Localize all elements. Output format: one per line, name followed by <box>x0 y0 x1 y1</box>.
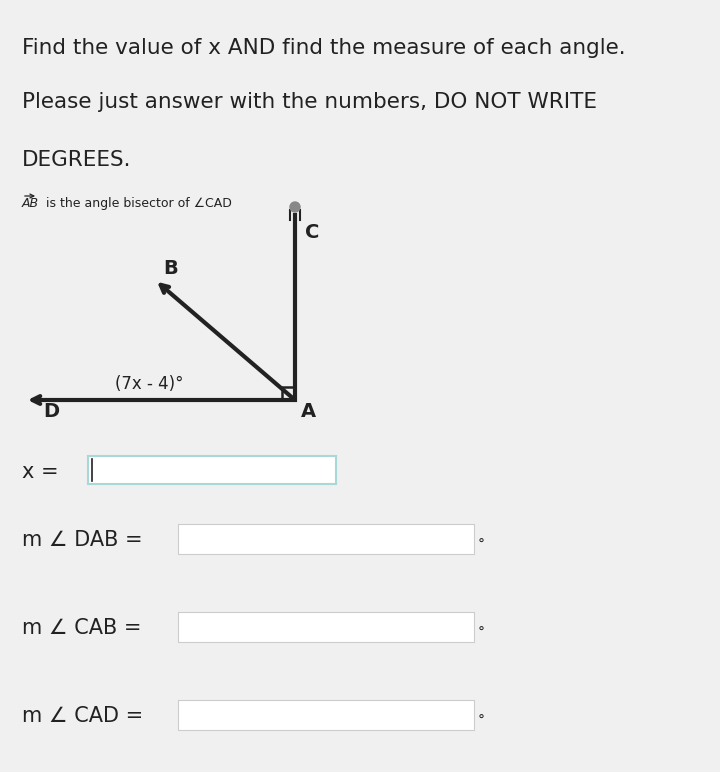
Circle shape <box>290 202 300 212</box>
Text: °: ° <box>478 714 485 728</box>
Text: AB: AB <box>22 197 39 210</box>
Text: (7x - 4)°: (7x - 4)° <box>115 375 184 393</box>
Text: °: ° <box>478 626 485 640</box>
Text: m ∠ DAB =: m ∠ DAB = <box>22 530 149 550</box>
FancyBboxPatch shape <box>178 700 474 730</box>
Text: B: B <box>163 259 178 278</box>
Text: Please just answer with the numbers, DO NOT WRITE: Please just answer with the numbers, DO … <box>22 92 597 112</box>
FancyBboxPatch shape <box>178 612 474 642</box>
Text: °: ° <box>478 538 485 552</box>
Text: D: D <box>43 402 59 421</box>
Text: DEGREES.: DEGREES. <box>22 150 132 170</box>
Text: is the angle bisector of ∠CAD: is the angle bisector of ∠CAD <box>42 197 232 210</box>
FancyBboxPatch shape <box>178 524 474 554</box>
Text: A: A <box>301 402 316 421</box>
Text: Find the value of x AND find the measure of each angle.: Find the value of x AND find the measure… <box>22 38 626 58</box>
Text: x =: x = <box>22 462 66 482</box>
Text: m ∠ CAB =: m ∠ CAB = <box>22 618 148 638</box>
Text: m ∠ CAD =: m ∠ CAD = <box>22 706 150 726</box>
FancyBboxPatch shape <box>88 456 336 484</box>
Text: C: C <box>305 223 320 242</box>
